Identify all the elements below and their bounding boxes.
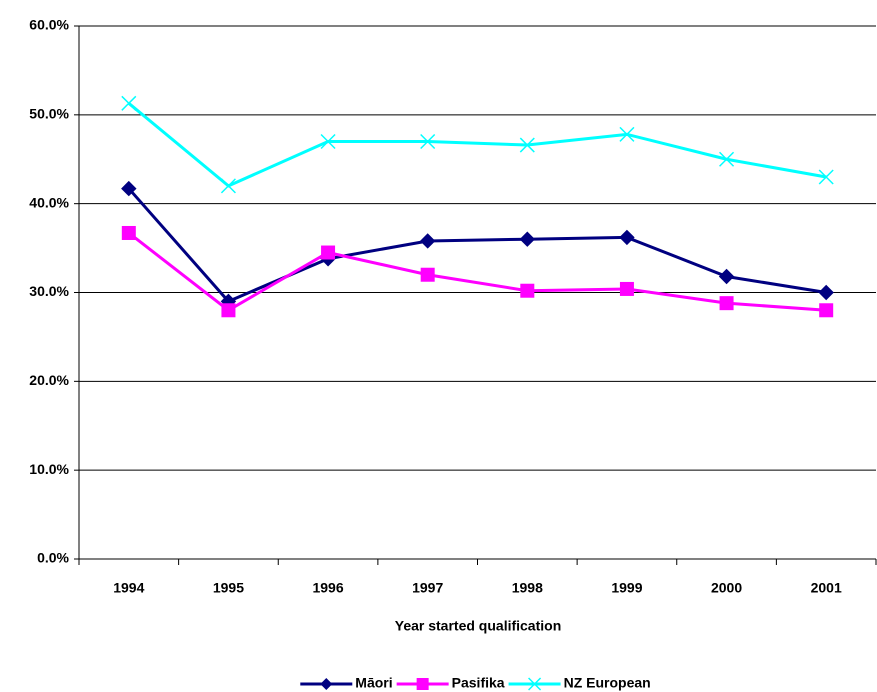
marker — [321, 245, 336, 260]
y-tick-label: 30.0% — [29, 283, 69, 299]
marker — [619, 281, 634, 296]
x-tick-label: 1998 — [512, 580, 543, 596]
x-tick-label: 2000 — [711, 580, 742, 596]
y-tick-label: 0.0% — [37, 550, 69, 566]
y-tick-label: 20.0% — [29, 372, 69, 388]
marker — [420, 133, 436, 150]
legend-marker — [320, 678, 333, 690]
series-line — [127, 102, 827, 188]
x-tick-label: 1999 — [611, 580, 642, 596]
marker — [719, 151, 735, 167]
marker — [121, 95, 137, 111]
x-tick-label: 2001 — [811, 580, 842, 596]
marker — [220, 178, 236, 194]
marker — [320, 133, 336, 150]
legend-marker — [416, 678, 429, 690]
marker — [718, 268, 735, 285]
marker — [420, 267, 435, 282]
legend-marker — [528, 677, 542, 691]
series-line — [127, 187, 827, 304]
marker — [819, 303, 834, 318]
x-tick-label: 1997 — [412, 580, 443, 596]
y-tick-label: 40.0% — [29, 194, 69, 210]
x-axis-label: Year started qualification — [395, 618, 562, 634]
legend-label: Pasifika — [452, 675, 505, 691]
x-tick-label: 1994 — [113, 580, 144, 596]
y-tick-label: 10.0% — [29, 461, 69, 477]
marker — [619, 229, 635, 246]
marker — [121, 180, 137, 197]
marker — [520, 283, 535, 298]
y-tick-label: 50.0% — [29, 106, 69, 122]
marker — [818, 284, 834, 301]
marker — [221, 303, 236, 318]
series-line — [127, 231, 827, 313]
legend-label: Māori — [355, 675, 392, 691]
marker — [121, 225, 136, 240]
legend: Māori Pasifika NZ European — [300, 675, 651, 691]
marker — [719, 296, 734, 311]
marker — [619, 126, 635, 142]
legend-label: NZ European — [564, 675, 651, 691]
marker — [818, 169, 834, 185]
marker — [519, 231, 536, 247]
marker — [519, 137, 535, 153]
marker — [419, 233, 436, 249]
x-tick-label: 1996 — [312, 580, 343, 596]
y-tick-label: 60.0% — [29, 17, 69, 33]
x-tick-label: 1995 — [213, 580, 244, 596]
